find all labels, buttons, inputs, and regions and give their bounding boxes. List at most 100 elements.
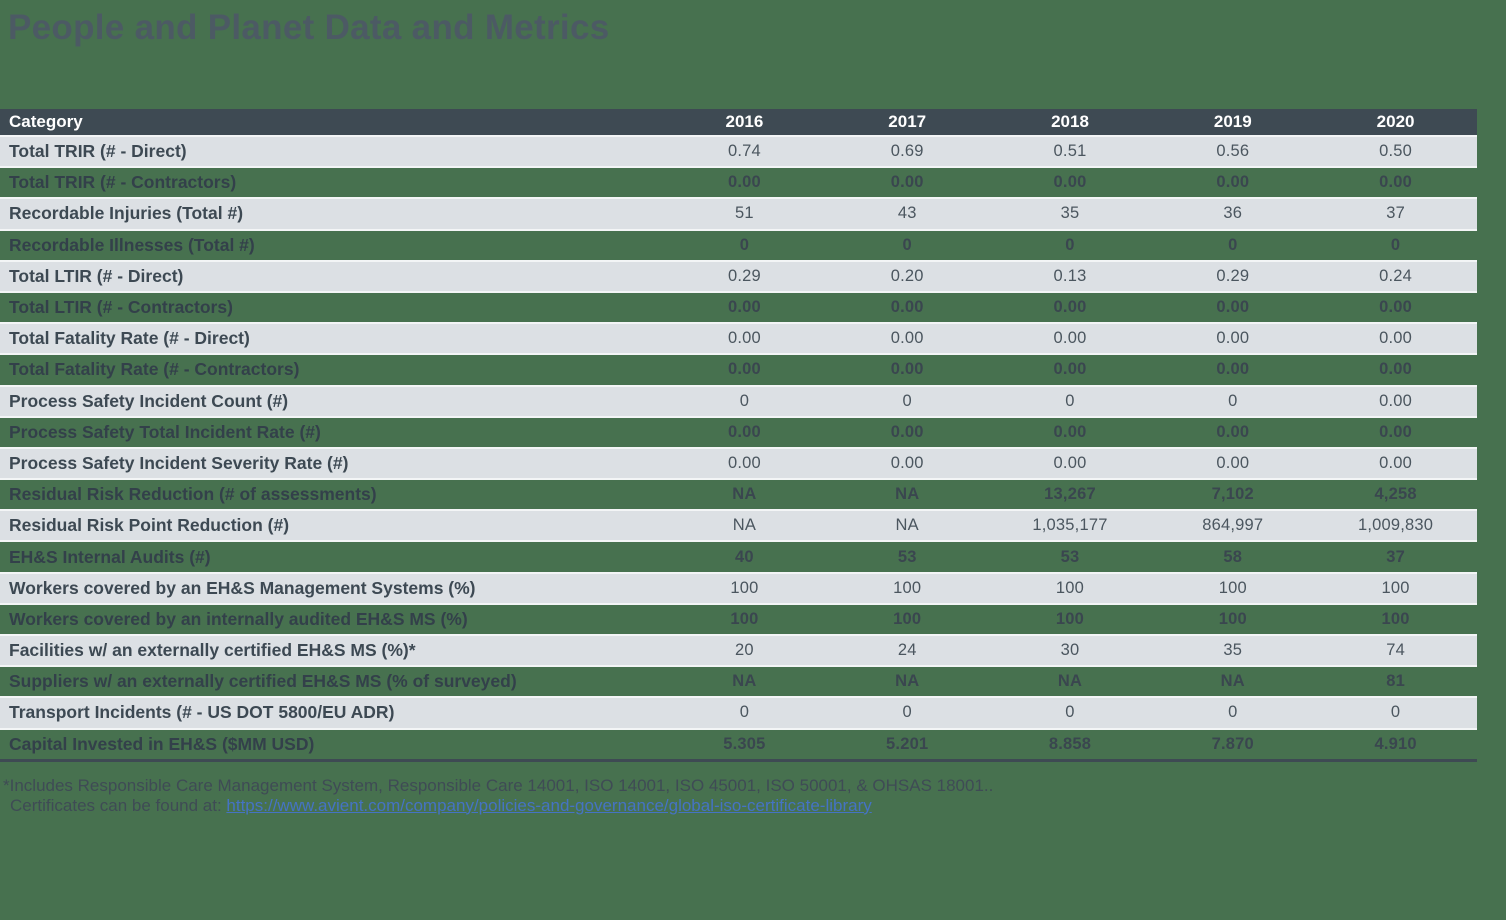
row-value: 0.29 [1151,261,1315,293]
row-value: 0.00 [1151,293,1315,325]
row-value: 20 [663,636,826,668]
row-value: 53 [988,542,1152,574]
row-label: Workers covered by an EH&S Management Sy… [0,573,663,605]
row-value: 0 [663,231,826,262]
row-value: NA [1151,667,1315,699]
row-value: 8.858 [1048,734,1092,753]
row-value: 0 [1151,386,1315,418]
row-value: 0 [988,698,1152,730]
row-value: 35 [1151,636,1315,668]
row-value: NA [663,480,826,512]
row-value: 100 [988,605,1152,636]
row-value: 0.00 [663,448,826,481]
row-label: Total LTIR (# - Contractors) [0,293,663,325]
row-value: 0.00 [1151,324,1315,356]
row-value: 0.74 [663,137,826,169]
row-value: NA [825,511,989,543]
row-value: 0.00 [1314,448,1477,481]
row-value: 100 [663,605,826,636]
table-row: Total Fatality Rate (# - Contractors) 0.0… [0,355,1477,387]
row-value: 7,102 [1151,480,1315,512]
table-body: Total TRIR (# - Direct) 0.74 0.69 0.51 0.56 0… [0,137,1477,759]
row-value: 864,997 [1151,511,1315,543]
row-value: 36 [1151,199,1315,231]
row-value: 58 [1151,542,1315,574]
row-label: Residual Risk Reduction (# of assessment… [0,480,663,512]
row-label: Total Fatality Rate (# - Direct) [0,324,663,356]
row-value: 100 [1314,605,1477,636]
row-value: 0 [663,698,826,730]
table-row: Recordable Injuries (Total #) 51 43 35 36 37 [0,199,1477,231]
row-value: 0 [825,386,989,418]
table-row: EH&S Internal Audits (#) 40 53 53 58 37 [0,542,1477,574]
row-value: 0.00 [1314,418,1477,449]
row-value: 81 [1314,667,1477,699]
table-row: Recordable Illnesses (Total #) 0 0 0 0 0 [0,231,1477,262]
row-label: Workers covered by an internally audited… [0,605,663,636]
row-label: Suppliers w/ an externally certified EH&… [0,667,663,699]
row-value: 100 [825,605,989,636]
row-label: Transport Incidents (# - US DOT 5800/EU … [0,698,663,730]
row-label: Total LTIR (# - Direct) [0,261,663,293]
row-label: Process Safety Total Incident Rate (#) [0,418,663,449]
row-label: Total Fatality Rate (# - Contractors) [0,355,663,387]
row-label: Total TRIR (# - Direct) [0,137,663,169]
table-row: Residual Risk Point Reduction (#) NA NA 1,0… [0,511,1477,543]
row-value: 0.50 [1314,137,1477,169]
row-value: NA [988,667,1152,699]
row-label: EH&S Internal Audits (#) [0,542,663,574]
row-value: 0.00 [988,324,1152,356]
table-row: Total TRIR (# - Contractors) 0.00 0.00 0.00… [0,168,1477,200]
row-value: 0.00 [988,168,1152,200]
column-header-year: 2016 [663,109,826,137]
row-value: 0.00 [825,293,989,325]
row-value: 100 [825,573,989,605]
row-value: 100 [663,573,826,605]
row-value: 13,267 [988,480,1152,512]
row-label: Process Safety Incident Count (#) [0,386,663,418]
row-value: 0.00 [1151,168,1315,200]
certificate-library-link[interactable]: https://www.avient.com/company/policies-… [226,795,872,815]
row-value: NA [663,667,826,699]
row-value: 5.201 [886,734,929,753]
row-value: 0.00 [663,293,826,325]
row-value: 0.00 [825,418,989,449]
table-row: Process Safety Incident Severity Rate (#… [0,448,1477,481]
row-value: 1,035,177 [988,511,1152,543]
row-value: 0 [1151,231,1315,262]
row-value: 0.00 [1314,293,1477,325]
row-value: 0.13 [988,261,1152,293]
row-value: 30 [988,636,1152,668]
table-row: Residual Risk Reduction (# of assessment… [0,480,1477,512]
row-label: Process Safety Incident Severity Rate (#… [0,448,663,481]
table-row: Capital Invested in EH&S ($MM USD) 5.305 5… [0,730,1477,759]
row-value: 0.00 [988,448,1152,481]
row-value: 0.00 [1314,168,1477,200]
table-row: Facilities w/ an externally certified EH… [0,636,1477,668]
column-header-year: 2018 [988,109,1152,137]
row-value: 0.00 [825,448,989,481]
row-value: 0.24 [1314,261,1477,293]
row-value: 0.00 [988,355,1152,387]
table-header-row: Category 2016 2017 2018 2019 2020 [0,109,1477,137]
row-value: 100 [988,573,1152,605]
row-label: Total TRIR (# - Contractors) [0,168,663,200]
row-value: 100 [1314,573,1477,605]
row-label: Recordable Injuries (Total #) [0,199,663,231]
row-value: 0.29 [663,261,826,293]
row-value: 0.20 [825,261,989,293]
table-row: Transport Incidents (# - US DOT 5800/EU … [0,698,1477,730]
row-value: 0.00 [1151,448,1315,481]
row-value: 51 [663,199,826,231]
metrics-table: Category 2016 2017 2018 2019 2020 Total TRIR… [0,109,1477,762]
row-value: 0 [663,386,826,418]
row-label: Capital Invested in EH&S ($MM USD) [9,733,315,754]
row-label: Recordable Illnesses (Total #) [0,231,663,262]
row-value: 24 [825,636,989,668]
column-header-year: 2019 [1151,109,1315,137]
row-value: 1,009,830 [1314,511,1477,543]
row-label: Facilities w/ an externally certified EH… [0,636,663,668]
row-value: 0.51 [988,137,1152,169]
column-header-year: 2020 [1314,109,1477,137]
row-value: 0.00 [663,168,826,200]
